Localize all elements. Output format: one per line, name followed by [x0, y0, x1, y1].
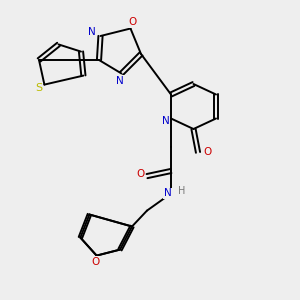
Text: O: O [203, 147, 211, 158]
Text: O: O [91, 257, 99, 267]
Text: O: O [129, 17, 137, 27]
Text: N: N [164, 188, 172, 199]
Text: O: O [136, 169, 145, 179]
Text: H: H [178, 185, 185, 196]
Text: N: N [88, 27, 96, 38]
Text: S: S [35, 83, 42, 93]
Text: N: N [162, 116, 170, 126]
Text: N: N [116, 76, 124, 86]
